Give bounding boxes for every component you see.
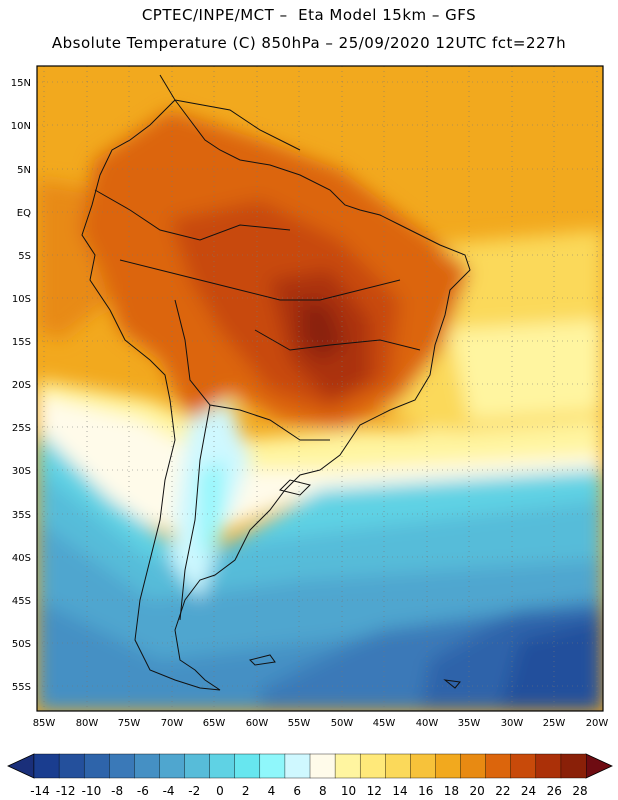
- colorbar-tick-label: -8: [111, 784, 123, 798]
- colorbar-tick-label: 0: [216, 784, 224, 798]
- colorbar-tick-label: 16: [418, 784, 433, 798]
- colorbar-cell: [33, 753, 60, 779]
- colorbar-max-arrow: [585, 753, 613, 779]
- colorbar-tick-label: 12: [367, 784, 382, 798]
- lon-label: 35W: [458, 718, 481, 729]
- colorbar-tick-label: 18: [444, 784, 459, 798]
- lon-label: 55W: [288, 718, 311, 729]
- colorbar-cell: [535, 753, 562, 779]
- lon-label: 20W: [586, 718, 609, 729]
- colorbar-tick-label: 14: [392, 784, 407, 798]
- colorbar-tick-label: -12: [56, 784, 76, 798]
- colorbar-tick-label: 24: [521, 784, 536, 798]
- lon-label: 50W: [331, 718, 354, 729]
- lat-label: 35S: [12, 510, 31, 521]
- colorbar-tick-label: -2: [188, 784, 200, 798]
- lat-label: 30S: [12, 466, 31, 477]
- lat-label: 25S: [12, 423, 31, 434]
- lat-label: 45S: [12, 596, 31, 607]
- lon-label: 40W: [416, 718, 439, 729]
- colorbar-tick-label: -6: [137, 784, 149, 798]
- coastline: [81, 74, 471, 691]
- lat-label: 20S: [12, 380, 31, 391]
- colorbar-cell: [460, 753, 487, 779]
- colorbar-cell: [159, 753, 186, 779]
- colorbar-tick-label: -4: [163, 784, 175, 798]
- lat-label: 40S: [12, 553, 31, 564]
- colorbar-tick-label: -10: [82, 784, 102, 798]
- colorbar-tick-label: 28: [572, 784, 587, 798]
- colorbar-cell: [359, 753, 386, 779]
- colorbar: -14 -12 -10 -8 -6 -4 -2 0 2 4 6 8 10 12 14 16 18 20 22 24 26…: [7, 753, 613, 798]
- colorbar-tick-label: 22: [495, 784, 510, 798]
- colorbar-cell: [184, 753, 211, 779]
- colorbar-tick-label: 26: [547, 784, 562, 798]
- temperature-field: [37, 66, 603, 711]
- lon-label: 65W: [203, 718, 226, 729]
- colorbar-cell: [410, 753, 436, 779]
- lon-label: 75W: [118, 718, 141, 729]
- title-line-2: Absolute Temperature (C) 850hPa – 25/09/…: [51, 34, 567, 52]
- latitude-labels: 15N 10N 5N EQ 5S 10S 15S 20S 25S 30S 35S…: [11, 78, 31, 693]
- colorbar-cell: [234, 753, 261, 779]
- lat-label: 5N: [17, 165, 31, 176]
- colorbar-cell: [435, 753, 462, 779]
- lon-label: 30W: [501, 718, 524, 729]
- colorbar-tick-label: 2: [242, 784, 250, 798]
- lat-label: 50S: [12, 639, 31, 650]
- colorbar-cell: [385, 753, 411, 779]
- lat-label: 5S: [18, 251, 31, 262]
- lat-label: EQ: [17, 208, 31, 219]
- colorbar-cell: [284, 753, 311, 779]
- colorbar-cell: [510, 753, 537, 779]
- lon-label: 60W: [246, 718, 269, 729]
- lat-label: 15N: [11, 78, 31, 89]
- lat-label: 10S: [12, 294, 31, 305]
- colorbar-min-arrow: [7, 753, 35, 779]
- title-line-1: CPTEC/INPE/MCT – Eta Model 15km – GFS: [141, 6, 477, 24]
- lon-label: 80W: [76, 718, 99, 729]
- colorbar-cell: [58, 753, 85, 779]
- colorbar-cell: [309, 753, 336, 779]
- colorbar-cell: [134, 753, 160, 779]
- colorbar-cell: [485, 753, 512, 779]
- colorbar-cell: [209, 753, 236, 779]
- colorbar-cell: [334, 753, 361, 779]
- lon-label: 25W: [543, 718, 566, 729]
- colorbar-tick-label: 4: [268, 784, 276, 798]
- colorbar-tick-label: 10: [341, 784, 356, 798]
- colorbar-tick-label: -14: [30, 784, 50, 798]
- lon-label: 85W: [33, 718, 56, 729]
- lat-label: 10N: [11, 121, 31, 132]
- lon-label: 45W: [373, 718, 396, 729]
- colorbar-tick-label: 20: [469, 784, 484, 798]
- lat-label: 15S: [12, 337, 31, 348]
- lat-label: 55S: [12, 682, 31, 693]
- colorbar-cell: [259, 753, 286, 779]
- lon-label: 70W: [161, 718, 184, 729]
- colorbar-cell: [83, 753, 110, 779]
- colorbar-cell: [109, 753, 135, 779]
- colorbar-tick-label: 8: [319, 784, 327, 798]
- colorbar-tick-label: 6: [293, 784, 301, 798]
- longitude-labels: 85W 80W 75W 70W 65W 60W 55W 50W 45W 40W …: [33, 718, 609, 729]
- map-frame: [36, 65, 604, 712]
- colorbar-cell: [560, 753, 587, 779]
